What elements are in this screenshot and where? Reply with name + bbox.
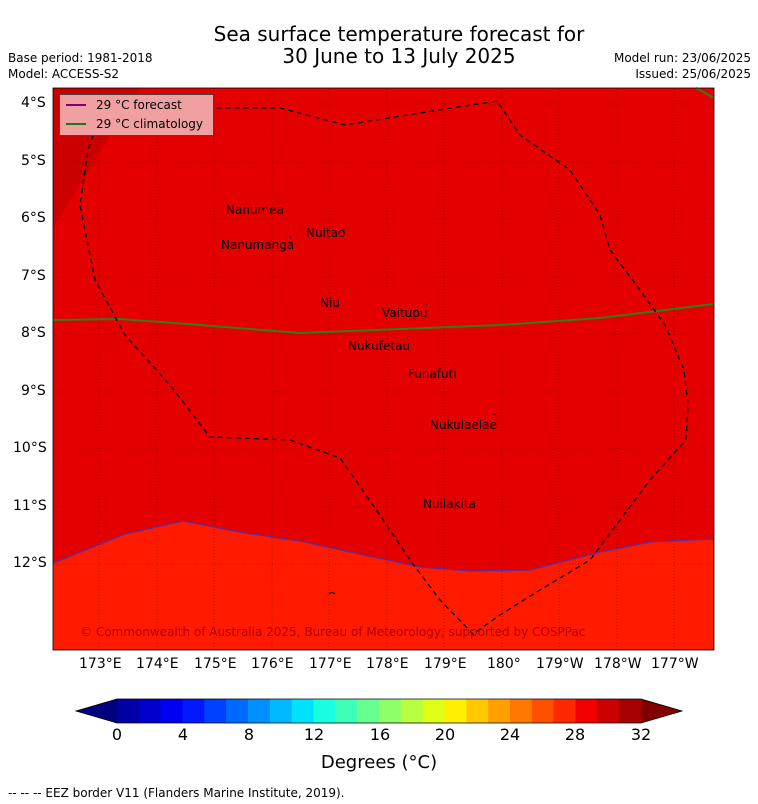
legend: 29 °C forecast 29 °C climatology [59, 94, 214, 136]
lon-label-180: 180° [487, 656, 521, 672]
colorbar-tick-0: 0 [111, 725, 123, 744]
lon-label-175e: 175°E [194, 656, 237, 672]
place-funafuti: Funafuti [408, 367, 457, 381]
place-nukulaelae: Nukulaelae [430, 418, 497, 432]
lat-label-10s: 10°S [13, 440, 47, 456]
copyright-notice: © Commonwealth of Australia 2025, Bureau… [80, 625, 586, 639]
colorbar-tick-8: 8 [243, 725, 255, 744]
colorbar-segment [575, 699, 598, 723]
colorbar-segment [160, 699, 183, 723]
colorbar-segment [269, 699, 293, 723]
colorbar-segment [226, 699, 249, 723]
colorbar-tick-20: 20 [434, 725, 456, 744]
forecast-29c-contour [52, 520, 715, 572]
colorbar-segment [335, 699, 358, 723]
lon-label-178e: 178°E [366, 656, 409, 672]
forecast-legend-label: 29 °C forecast [96, 98, 182, 112]
lon-label-178w: 178°W [594, 656, 642, 672]
colorbar-tick-4: 4 [177, 725, 189, 744]
model-name: Model: ACCESS-S2 [8, 67, 120, 81]
colorbar-segment [138, 699, 162, 723]
climatology-29c-contour-corner [695, 87, 715, 99]
lon-label-179w: 179°W [536, 656, 584, 672]
lat-label-8s: 8°S [21, 325, 46, 341]
colorbar-segment [291, 699, 314, 723]
forecast-legend-swatch [66, 104, 86, 106]
eez-footnote: -- -- -- EEZ border V11 (Flanders Marine… [8, 786, 345, 800]
place-nuilakita: Nuilakita [423, 497, 476, 511]
colorbar-segment [248, 699, 271, 723]
colorbar-tick-16: 16 [369, 725, 391, 744]
title-line-1: Sea surface temperature forecast for [213, 22, 585, 46]
cool-band-south [53, 521, 714, 650]
colorbar-segment [553, 699, 576, 723]
eez-border [79, 100, 689, 635]
place-nukufetau: Nukufetau [348, 339, 411, 353]
lon-label-174e: 174°E [136, 656, 179, 672]
lat-label-7s: 7°S [21, 268, 46, 284]
title-line-2: 30 June to 13 July 2025 [282, 44, 516, 68]
base-period: Base period: 1981-2018 [8, 51, 153, 65]
lon-label-173e: 173°E [79, 656, 122, 672]
climatology-legend-swatch [66, 123, 86, 125]
lat-label-5s: 5°S [21, 153, 46, 169]
colorbar-segment [400, 699, 424, 723]
colorbar-segment [531, 699, 555, 723]
colorbar-segment [488, 699, 511, 723]
colorbar-tick-32: 32 [630, 725, 652, 744]
colorbar-segment [357, 699, 380, 723]
place-nanumanga: Nanumanga [221, 238, 295, 252]
colorbar [74, 698, 684, 724]
island-marker-south [328, 591, 336, 595]
lat-label-6s: 6°S [21, 210, 46, 226]
place-nuitao: Nuitao [306, 226, 346, 240]
place-vaitupu: Vaitupu [382, 306, 428, 320]
lat-label-11s: 11°S [13, 498, 47, 514]
colorbar-segment [466, 699, 489, 723]
place-nanumea: Nanumea [226, 203, 284, 217]
colorbar-extend-high [641, 699, 682, 723]
colorbar-segment [444, 699, 467, 723]
colorbar-segment [597, 699, 620, 723]
colorbar-segment [379, 699, 402, 723]
colorbar-segment [117, 699, 140, 723]
colorbar-segment [204, 699, 227, 723]
lat-label-12s: 12°S [13, 555, 47, 571]
colorbar-tick-28: 28 [564, 725, 586, 744]
lon-label-177e: 177°E [309, 656, 352, 672]
colorbar-extend-low [76, 699, 117, 723]
colorbar-segment [510, 699, 533, 723]
lon-label-179e: 179°E [424, 656, 467, 672]
colorbar-label: Degrees (°C) [320, 752, 438, 773]
colorbar-outline [74, 698, 684, 724]
lat-label-9s: 9°S [21, 383, 46, 399]
climatology-legend-label: 29 °C climatology [96, 117, 204, 131]
colorbar-segment [422, 699, 445, 723]
colorbar-segment [182, 699, 205, 723]
lon-label-177w: 177°W [651, 656, 699, 672]
place-niu: Niu [320, 296, 340, 310]
lat-label-4s: 4°S [21, 95, 46, 111]
climatology-29c-contour [52, 303, 715, 335]
colorbar-tick-24: 24 [499, 725, 521, 744]
colorbar-tick-12: 12 [303, 725, 325, 744]
lon-label-176e: 176°E [251, 656, 294, 672]
colorbar-segment [619, 699, 642, 723]
issued-date: Issued: 25/06/2025 [635, 67, 751, 81]
model-run: Model run: 23/06/2025 [613, 51, 751, 65]
colorbar-segment [313, 699, 336, 723]
colorbar-tick-labels: 0 4 8 12 16 20 24 28 32 [0, 725, 758, 747]
